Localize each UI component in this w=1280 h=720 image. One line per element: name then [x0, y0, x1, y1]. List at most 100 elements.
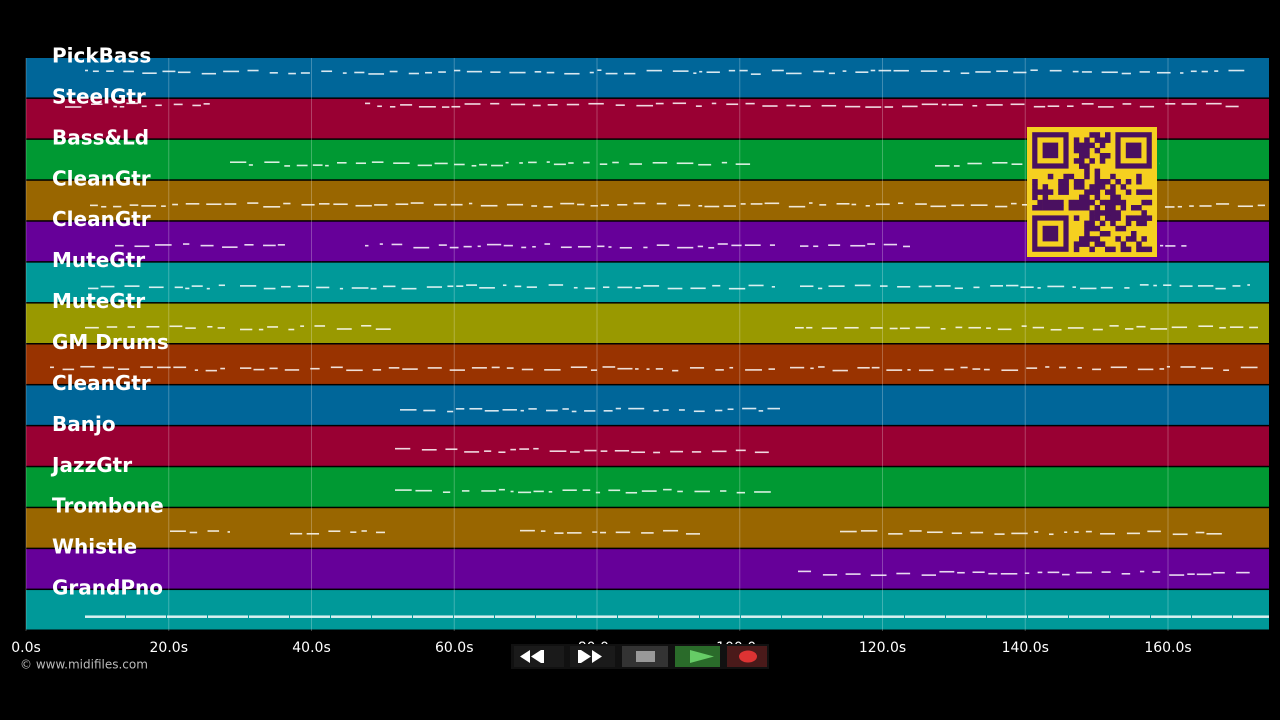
note [988, 572, 998, 575]
note [1181, 245, 1187, 247]
note [948, 103, 963, 106]
track-band [26, 467, 1269, 507]
note [706, 71, 720, 74]
note [693, 72, 697, 74]
note [395, 489, 412, 491]
note [1151, 615, 1191, 618]
stop-button[interactable] [622, 646, 668, 667]
note [659, 615, 699, 618]
track-band [26, 549, 1269, 589]
qr-module [1058, 179, 1064, 185]
note [113, 105, 117, 108]
note [764, 202, 780, 205]
note [584, 449, 597, 452]
qr-module [1110, 210, 1116, 216]
qr-module [1047, 189, 1054, 195]
qr-module [1110, 215, 1116, 221]
rewind-button[interactable] [514, 646, 564, 667]
note [1229, 326, 1244, 328]
note [918, 285, 932, 288]
note [744, 244, 761, 246]
qr-module [1110, 189, 1116, 195]
qr-finder [1125, 142, 1142, 159]
qr-module [1120, 241, 1127, 247]
note [712, 284, 721, 287]
qr-module [1068, 199, 1075, 206]
note [247, 202, 259, 204]
qr-module [1084, 220, 1090, 227]
note [1080, 287, 1097, 290]
note [954, 287, 963, 290]
qr-module [1110, 220, 1116, 227]
qr-module [1089, 215, 1095, 221]
note [1011, 202, 1017, 205]
note [754, 491, 771, 493]
note [879, 285, 888, 287]
track-label: MuteGtr [52, 289, 145, 313]
note [992, 161, 1008, 164]
note [240, 367, 252, 369]
qr-module [1125, 220, 1132, 227]
note [141, 205, 157, 207]
note [635, 287, 641, 289]
note [656, 202, 667, 205]
qr-module [1136, 246, 1142, 253]
qr-module [1136, 215, 1142, 221]
note [249, 615, 289, 618]
note [201, 72, 217, 75]
fast-forward-button[interactable] [570, 646, 615, 667]
note [1200, 367, 1214, 370]
record-button[interactable] [727, 646, 767, 667]
note [1037, 287, 1041, 289]
note [124, 285, 140, 287]
qr-module [1058, 199, 1064, 206]
note [944, 368, 954, 371]
note [785, 72, 802, 75]
note [943, 70, 950, 73]
note [400, 104, 413, 106]
note [155, 104, 162, 107]
qr-module [1084, 225, 1090, 232]
note [113, 205, 122, 208]
note [1062, 573, 1070, 576]
note [619, 246, 632, 249]
note [297, 285, 310, 288]
note [454, 615, 494, 618]
note [1233, 615, 1269, 618]
note [667, 287, 683, 290]
note [148, 286, 164, 289]
note [333, 203, 348, 206]
note [244, 244, 254, 246]
note [388, 367, 400, 369]
track-band [26, 262, 1269, 303]
qr-module [1084, 137, 1090, 143]
qr-module [1079, 205, 1085, 211]
note [461, 490, 470, 492]
note [1136, 325, 1146, 328]
note [240, 285, 257, 287]
note [813, 245, 819, 248]
note [355, 204, 372, 207]
note [312, 164, 323, 166]
note [842, 70, 847, 72]
note [567, 532, 582, 534]
play-button[interactable] [675, 646, 720, 667]
qr-module [1068, 205, 1075, 211]
note [850, 244, 866, 247]
note [677, 490, 683, 493]
qr-module [1047, 173, 1054, 180]
qr-module [1073, 215, 1080, 221]
note [570, 451, 580, 453]
note [169, 325, 183, 328]
note [897, 285, 911, 288]
note [471, 367, 487, 369]
qr-module [1089, 210, 1095, 216]
qr-module [1073, 205, 1080, 211]
qr-module [1105, 205, 1111, 211]
note [1109, 325, 1119, 327]
time-tick-label: 60.0s [435, 640, 473, 656]
note [570, 366, 588, 369]
note [828, 285, 845, 287]
note [617, 203, 628, 206]
qr-module [1037, 189, 1043, 195]
